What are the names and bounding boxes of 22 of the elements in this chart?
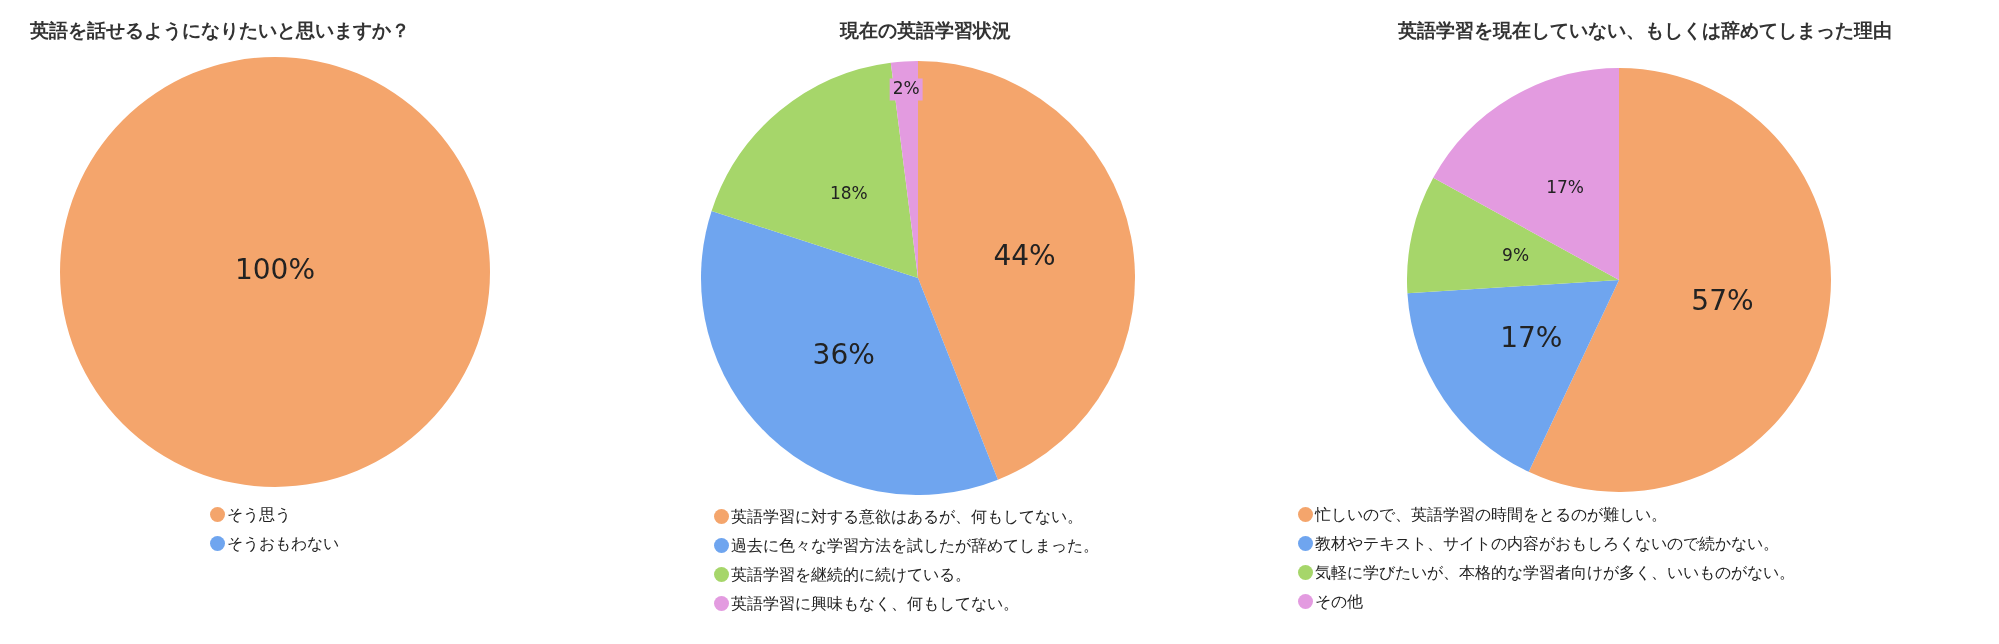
legend-label: 教材やテキスト、サイトの内容がおもしろくないので続かない。 [1315,534,1779,553]
legend-label: 過去に色々な学習方法を試したが辞めてしまった。 [731,536,1099,555]
legend-label: 気軽に学びたいが、本格的な学習者向けが多く、いいものがない。 [1315,563,1795,582]
chart-title: 英語学習を現在していない、もしくは辞めてしまった理由 [1398,18,1892,43]
data-label: 18% [829,182,868,203]
data-label: 36% [812,338,875,372]
data-label: 17% [1546,177,1584,198]
legend-label: 英語学習に対する意欲はあるが、何もしてない。 [731,507,1083,526]
data-label: 44% [993,238,1056,272]
legend-label: そうおもわない [227,534,339,553]
data-label: 100% [234,253,316,287]
data-label: 2% [892,78,920,98]
chart-title: 英語を話せるようになりたいと思いますか？ [30,18,410,43]
data-label: 9% [1502,245,1530,266]
legend-label: 英語学習を継続的に続けている。 [731,565,971,584]
data-label: 57% [1691,284,1754,318]
legend-label: 忙しいので、英語学習の時間をとるのが難しい。 [1315,505,1667,524]
data-label: 17% [1500,320,1563,354]
legend-label: そう思う [227,505,291,524]
chart-title: 現在の英語学習状況 [839,18,1011,43]
legend-label: 英語学習に興味もなく、何もしてない。 [731,594,1019,613]
legend-label: その他 [1315,592,1363,611]
